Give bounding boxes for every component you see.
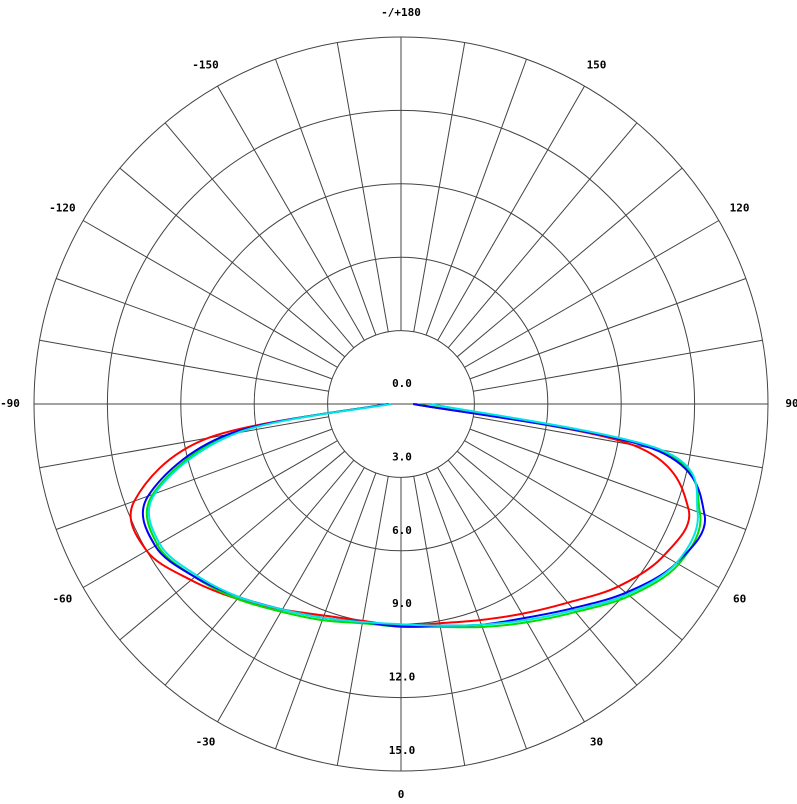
radial-tick-label: 3.0 <box>392 450 412 463</box>
spoke <box>217 467 365 723</box>
angle-tick-label: 90 <box>785 397 797 410</box>
spoke <box>425 58 527 336</box>
angle-tick-label: -150 <box>192 58 219 71</box>
spoke <box>456 450 683 641</box>
spoke <box>469 278 747 380</box>
spoke <box>119 450 346 641</box>
spoke <box>164 122 355 349</box>
spoke <box>39 339 329 392</box>
spoke <box>119 167 346 358</box>
spoke <box>39 416 329 469</box>
spoke <box>217 85 365 341</box>
spoke <box>413 476 466 766</box>
angle-tick-label: -30 <box>196 736 216 749</box>
spoke <box>164 459 355 686</box>
angle-tick-label: -60 <box>52 593 72 606</box>
spoke <box>55 278 333 380</box>
spoke <box>456 167 683 358</box>
radial-tick-label: 0.0 <box>392 377 412 390</box>
spoke <box>447 122 638 349</box>
spoke <box>413 42 466 332</box>
angle-tick-label: 30 <box>590 736 603 749</box>
spoke <box>425 472 527 750</box>
spoke <box>437 467 585 723</box>
spoke <box>82 440 338 588</box>
angle-tick-label: 60 <box>733 593 746 606</box>
angle-tick-label: 150 <box>587 58 607 71</box>
radial-tick-label: 15.0 <box>389 744 416 757</box>
intensity-curve <box>141 403 707 628</box>
intensity-curve <box>147 403 699 627</box>
spoke <box>55 428 333 530</box>
radial-tick-label: 9.0 <box>392 597 412 610</box>
angle-tick-label: -/+180 <box>381 6 421 19</box>
spoke <box>275 58 377 336</box>
spoke <box>447 459 638 686</box>
radial-tick-label: 12.0 <box>389 671 416 684</box>
spoke <box>464 220 720 368</box>
angle-tick-label: 120 <box>730 202 750 215</box>
spoke <box>275 472 377 750</box>
angle-tick-label: 0 <box>398 788 405 801</box>
angle-tick-label: -90 <box>0 397 20 410</box>
spoke <box>82 220 338 368</box>
spoke <box>336 42 389 332</box>
spoke <box>473 339 763 392</box>
spoke <box>473 416 763 469</box>
angle-tick-label: -120 <box>49 202 76 215</box>
intensity-curve <box>129 403 691 627</box>
radial-tick-label: 6.0 <box>392 524 412 537</box>
spoke <box>437 85 585 341</box>
